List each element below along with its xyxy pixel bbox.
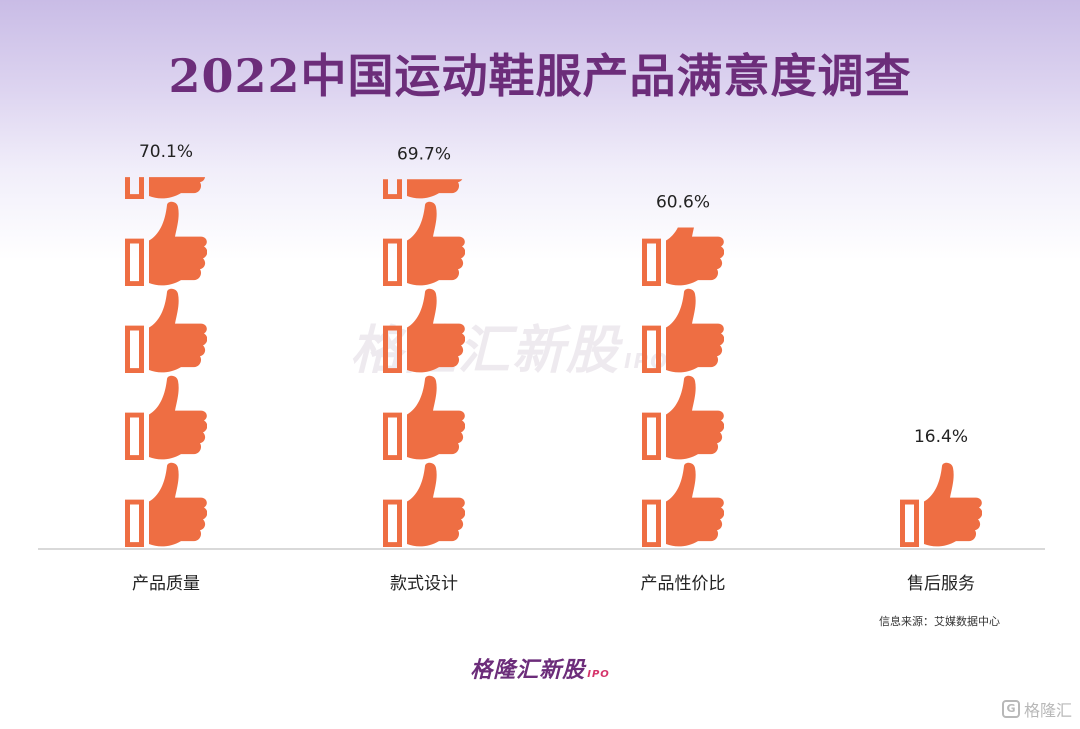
thumbs-up-icon xyxy=(383,201,465,287)
value-label: 16.4% xyxy=(914,427,968,447)
category-label: 款式设计 xyxy=(390,574,458,594)
thumbs-up-icon xyxy=(642,227,724,287)
thumbs-up-icon xyxy=(125,201,207,287)
bar-1 xyxy=(125,177,207,548)
brand-suffix: IPO xyxy=(587,669,610,680)
category-label: 售后服务 xyxy=(907,574,975,594)
corner-logo: G 格隆汇 xyxy=(1001,697,1072,721)
thumbs-up-icon xyxy=(125,375,207,461)
thumbs-up-icon xyxy=(125,462,207,548)
category-label: 产品质量 xyxy=(132,574,200,594)
thumbs-up-icon xyxy=(383,288,465,374)
value-label: 70.1% xyxy=(139,142,193,162)
bar-2 xyxy=(383,179,465,548)
thumbs-up-icon xyxy=(125,288,207,374)
thumbs-up-icon xyxy=(383,375,465,461)
thumbs-up-icon xyxy=(642,288,724,374)
value-label: 60.6% xyxy=(656,193,710,213)
bar-4 xyxy=(900,462,982,548)
corner-logo-text: 格隆汇 xyxy=(1023,701,1072,720)
category-label: 产品性价比 xyxy=(641,574,726,594)
bar-3 xyxy=(642,227,724,548)
value-label: 69.7% xyxy=(397,144,451,164)
thumbs-up-icon xyxy=(642,375,724,461)
thumbs-up-icon xyxy=(642,462,724,548)
logo-g-icon: G xyxy=(1001,700,1020,718)
brand-text: 格隆汇新股 xyxy=(470,658,586,683)
source-note: 信息来源：艾媒数据中心 xyxy=(879,615,1000,628)
thumbs-up-icon xyxy=(900,462,982,548)
thumbs-up-icon xyxy=(383,462,465,548)
brand-logo: 格隆汇新股 IPO xyxy=(0,652,1080,684)
chart-title: 2022中国运动鞋服产品满意度调查 xyxy=(168,49,912,103)
